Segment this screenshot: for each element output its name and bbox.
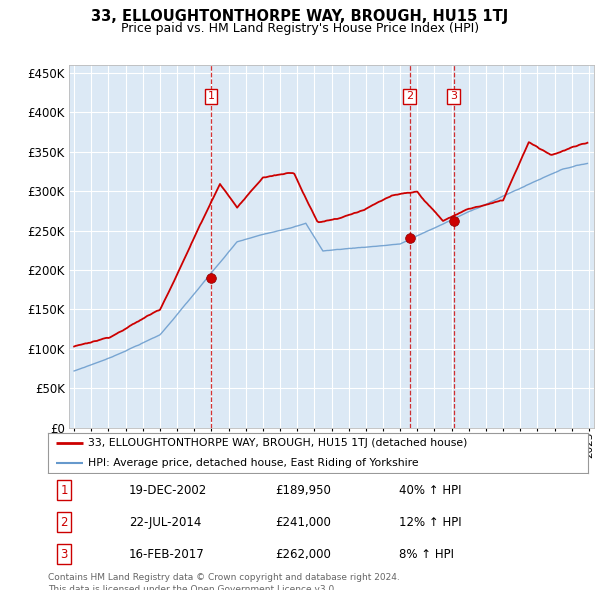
Text: 12% ↑ HPI: 12% ↑ HPI <box>399 516 461 529</box>
Text: 8% ↑ HPI: 8% ↑ HPI <box>399 548 454 560</box>
Text: £241,000: £241,000 <box>275 516 331 529</box>
Text: 3: 3 <box>61 548 68 560</box>
Text: 2: 2 <box>61 516 68 529</box>
Text: Price paid vs. HM Land Registry's House Price Index (HPI): Price paid vs. HM Land Registry's House … <box>121 22 479 35</box>
Text: 22-JUL-2014: 22-JUL-2014 <box>129 516 202 529</box>
Text: 1: 1 <box>61 484 68 497</box>
Text: 19-DEC-2002: 19-DEC-2002 <box>129 484 207 497</box>
Text: £189,950: £189,950 <box>275 484 331 497</box>
Text: 33, ELLOUGHTONTHORPE WAY, BROUGH, HU15 1TJ (detached house): 33, ELLOUGHTONTHORPE WAY, BROUGH, HU15 1… <box>89 438 468 448</box>
Text: 33, ELLOUGHTONTHORPE WAY, BROUGH, HU15 1TJ: 33, ELLOUGHTONTHORPE WAY, BROUGH, HU15 1… <box>91 9 509 24</box>
Text: 40% ↑ HPI: 40% ↑ HPI <box>399 484 461 497</box>
Text: 16-FEB-2017: 16-FEB-2017 <box>129 548 205 560</box>
Text: HPI: Average price, detached house, East Riding of Yorkshire: HPI: Average price, detached house, East… <box>89 458 419 468</box>
Text: Contains HM Land Registry data © Crown copyright and database right 2024.
This d: Contains HM Land Registry data © Crown c… <box>48 573 400 590</box>
Text: 1: 1 <box>208 91 214 101</box>
Text: 3: 3 <box>450 91 457 101</box>
Text: £262,000: £262,000 <box>275 548 331 560</box>
Text: 2: 2 <box>406 91 413 101</box>
